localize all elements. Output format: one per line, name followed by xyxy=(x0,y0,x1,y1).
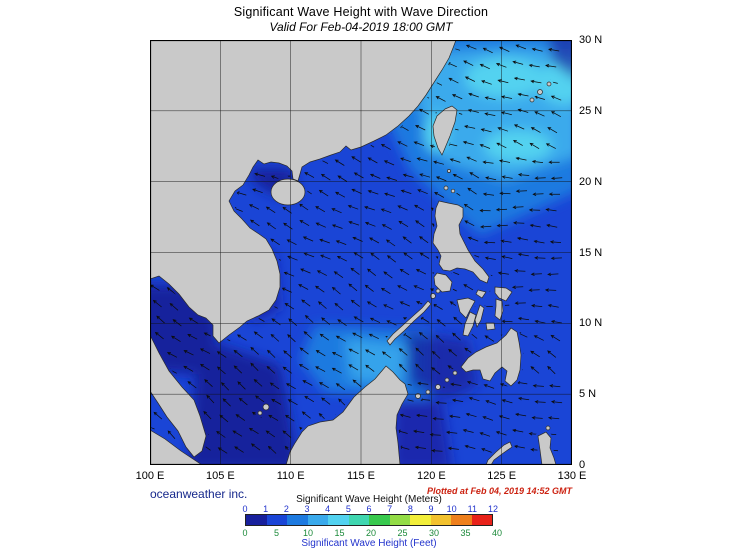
wave-region-low-sulu-sea xyxy=(405,332,478,398)
lat-tick-label: 25 N xyxy=(579,104,603,117)
meters-tick-label: 10 xyxy=(446,504,457,514)
feet-tick-label: 10 xyxy=(302,528,313,538)
meters-tick-label: 1 xyxy=(263,504,269,514)
feet-tick-label: 5 xyxy=(273,528,279,538)
plotted-timestamp: Plotted at Feb 04, 2019 14:52 GMT xyxy=(426,486,572,496)
graticule xyxy=(150,40,572,465)
colorbar-segment xyxy=(451,515,472,525)
feet-tick-label: 0 xyxy=(242,528,248,538)
wave-direction-arrows xyxy=(149,44,563,455)
lon-tick-label: 125 E xyxy=(487,470,517,482)
meters-tick-label: 12 xyxy=(487,504,499,514)
chart-title: Significant Wave Height with Wave Direct… xyxy=(233,5,489,19)
lat-tick-label: 10 N xyxy=(579,317,603,330)
colorbar-segment xyxy=(369,515,390,525)
colorbar-segment xyxy=(307,515,328,525)
wave-region-low-celebes xyxy=(392,400,452,470)
meters-tick-label: 2 xyxy=(283,504,289,514)
lon-tick-label: 115 E xyxy=(347,470,375,482)
colorbar-segment xyxy=(471,515,492,525)
lon-tick-label: 110 E xyxy=(276,470,305,482)
map-frame xyxy=(149,39,573,466)
meters-tick-label: 11 xyxy=(467,504,477,514)
meters-tick-label: 3 xyxy=(304,504,310,514)
colorbar-meters-ticks: 0 1 2 3 4 5 6 7 8 9 10 11 12 xyxy=(242,504,498,514)
feet-tick-label: 30 xyxy=(428,528,439,538)
lon-tick-label: 100 E xyxy=(135,470,165,482)
wave-region-4m-ne-taiwan xyxy=(465,58,545,98)
chart-header: Significant Wave Height with Wave Direct… xyxy=(150,5,572,34)
colorbar-segment xyxy=(348,515,369,525)
credit-text: oceanweather inc. xyxy=(150,487,248,501)
feet-tick-label: 15 xyxy=(334,528,345,538)
lat-tick-label: 5 N xyxy=(579,388,597,401)
lon-tick-label: 120 E xyxy=(416,470,446,482)
lon-tick-label: 130 E xyxy=(557,470,587,482)
feet-tick-label: 35 xyxy=(460,528,471,538)
wave-region-4m-luzon-strait xyxy=(484,130,552,162)
wave-region-low-southwest xyxy=(188,340,300,470)
lon-tick-label: 105 E xyxy=(205,470,235,482)
colorbar-feet-title: Significant Wave Height (Feet) xyxy=(301,538,437,549)
colorbar-segment xyxy=(389,515,410,525)
colorbar-segment xyxy=(328,515,349,525)
colorbar-segment xyxy=(410,515,431,525)
feet-tick-label: 25 xyxy=(397,528,408,538)
meters-tick-label: 4 xyxy=(325,504,331,514)
colorbar-feet-ticks: 0 5 10 15 20 25 30 35 40 xyxy=(242,528,501,538)
colorbar-segment xyxy=(246,515,267,525)
lat-tick-label: 20 N xyxy=(579,175,603,188)
meters-tick-label: 8 xyxy=(407,504,413,514)
meters-tick-label: 9 xyxy=(428,504,434,514)
meters-tick-label: 5 xyxy=(345,504,351,514)
meters-tick-label: 0 xyxy=(242,504,248,514)
lat-tick-label: 30 N xyxy=(579,34,603,46)
colorbar-gradient xyxy=(245,514,493,526)
south-china-sea-map xyxy=(140,20,590,470)
lat-tick-label: 0 xyxy=(579,459,586,471)
feet-tick-label: 20 xyxy=(365,528,376,538)
lat-tick-label: 15 N xyxy=(579,246,603,259)
meters-tick-label: 7 xyxy=(387,504,393,514)
chart-subtitle: Valid For Feb-04-2019 18:00 GMT xyxy=(269,20,453,34)
colorbar-segment xyxy=(287,515,308,525)
colorbar-meters-title: Significant Wave Height (Meters) xyxy=(296,494,442,505)
map-area xyxy=(140,20,590,470)
feet-tick-label: 40 xyxy=(491,528,502,538)
colorbar-segment xyxy=(430,515,451,525)
colorbar-segment xyxy=(266,515,287,525)
meters-tick-label: 6 xyxy=(366,504,372,514)
